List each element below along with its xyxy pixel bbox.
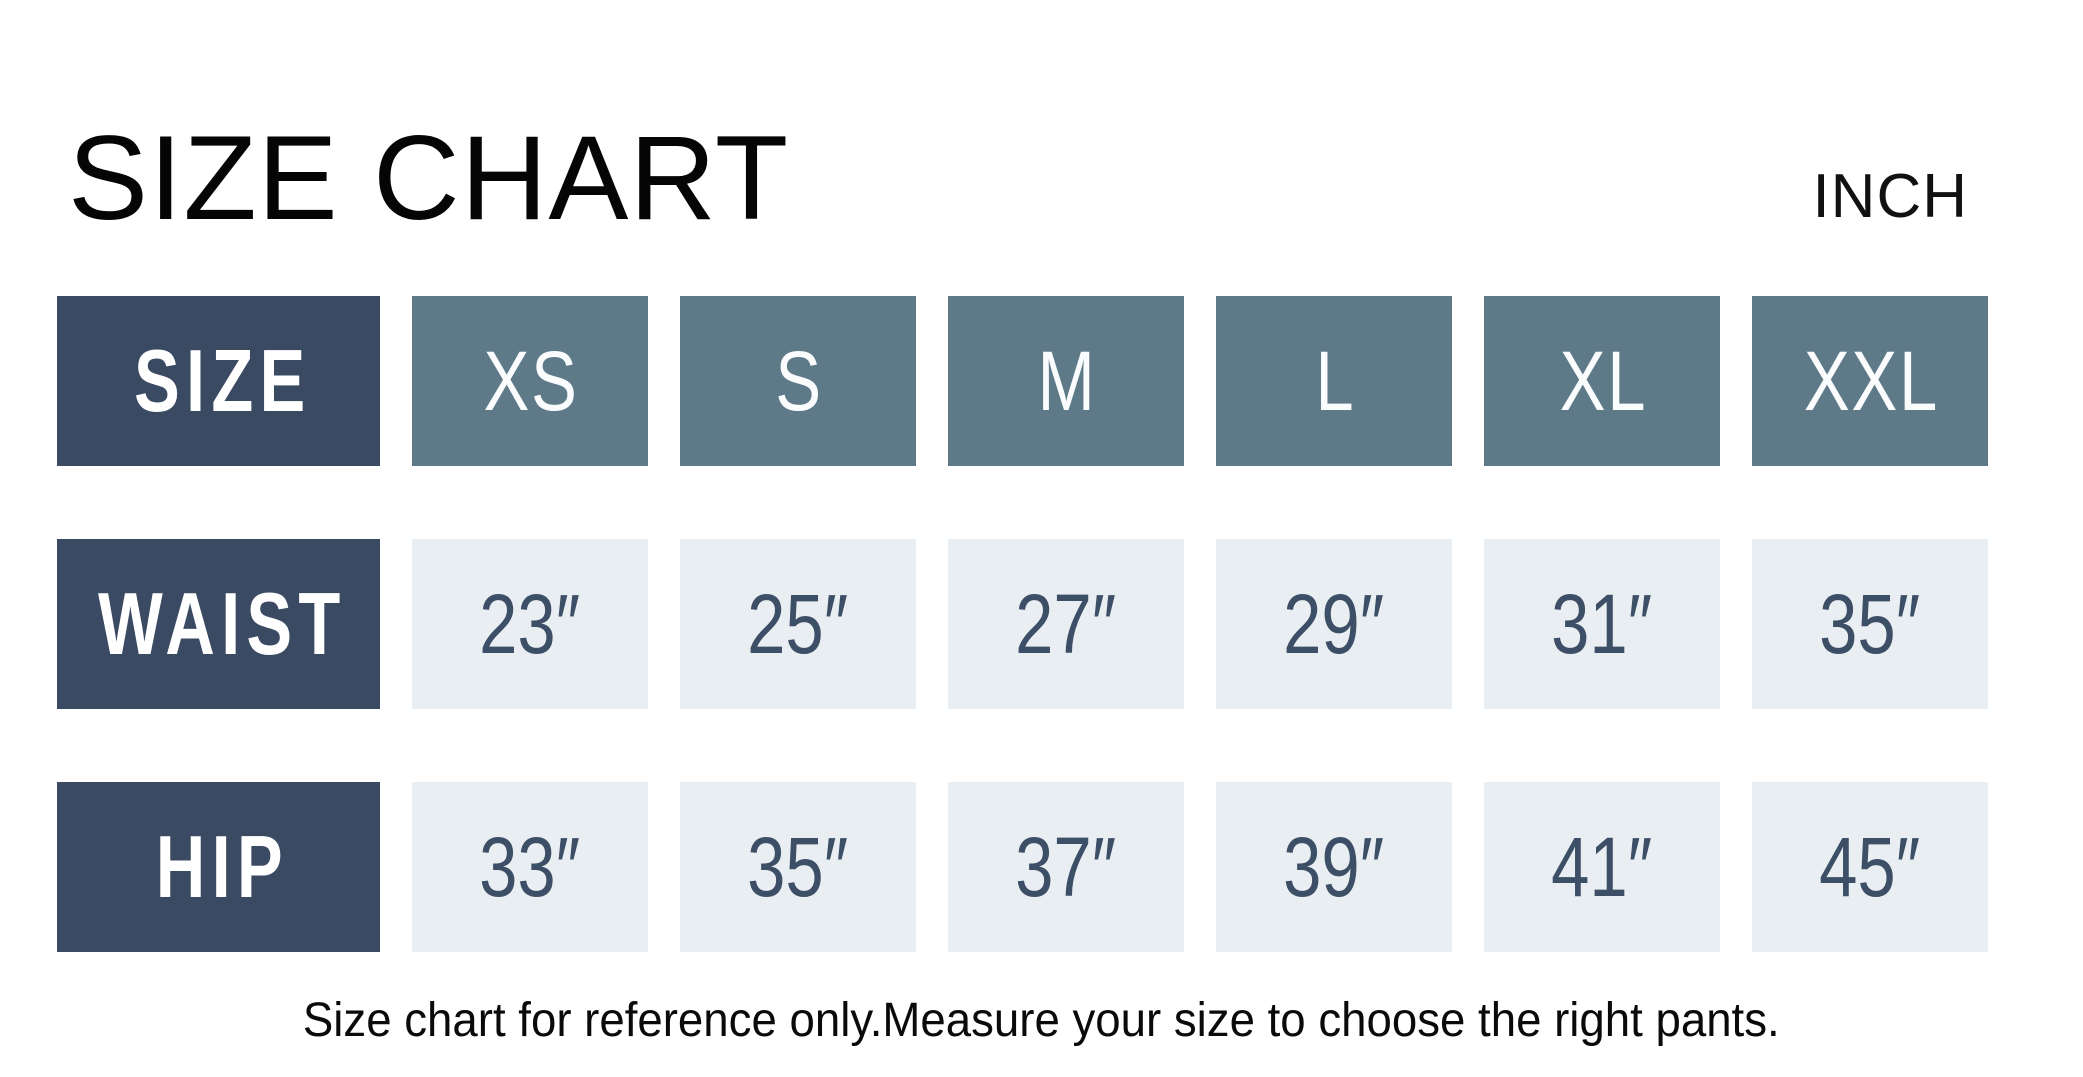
row-label-hip: HIP	[57, 782, 380, 952]
cell-text: 33″	[479, 820, 581, 914]
cell-text: S	[775, 334, 823, 428]
page-title-text: SIZE CHART	[68, 111, 790, 245]
waist-value-xl: 31″	[1484, 539, 1720, 709]
cell-text: XXL	[1803, 334, 1939, 428]
size-column-header: SIZE	[57, 296, 380, 466]
hip-value-xl: 41″	[1484, 782, 1720, 952]
page-title: SIZE CHART	[68, 118, 789, 238]
reference-note-text: Size chart for reference only.Measure yo…	[303, 994, 1780, 1047]
cell-text: M	[1037, 334, 1097, 428]
unit-label-text: INCH	[1812, 162, 1968, 231]
size-header-xs: XS	[412, 296, 648, 466]
hip-value-m: 37″	[948, 782, 1184, 952]
cell-text: 41″	[1551, 820, 1653, 914]
waist-value-m: 27″	[948, 539, 1184, 709]
waist-value-s: 25″	[680, 539, 916, 709]
size-table: SIZE XS S M L XL XXL WAIST 23″ 25″	[57, 296, 1988, 952]
row-label-waist: WAIST	[57, 539, 380, 709]
hip-value-xs: 33″	[412, 782, 648, 952]
waist-value-l: 29″	[1216, 539, 1452, 709]
cell-text: XL	[1559, 334, 1647, 428]
cell-text: 25″	[747, 577, 849, 671]
hip-value-s: 35″	[680, 782, 916, 952]
cell-text: XS	[483, 334, 579, 428]
waist-value-xxl: 35″	[1752, 539, 1988, 709]
size-header-xl: XL	[1484, 296, 1720, 466]
cell-text: 23″	[479, 577, 581, 671]
size-header-m: M	[948, 296, 1184, 466]
cell-text: WAIST	[98, 574, 347, 673]
cell-text: 35″	[1819, 577, 1921, 671]
cell-text: 29″	[1283, 577, 1385, 671]
cell-text: SIZE	[133, 331, 312, 430]
size-header-s: S	[680, 296, 916, 466]
cell-text: L	[1315, 334, 1355, 428]
unit-label: INCH	[1812, 166, 1968, 228]
cell-text: 45″	[1819, 820, 1921, 914]
cell-text: 37″	[1015, 820, 1117, 914]
cell-text: HIP	[155, 817, 290, 916]
cell-text: 31″	[1551, 577, 1653, 671]
reference-note: Size chart for reference only.Measure yo…	[0, 997, 2083, 1045]
hip-value-xxl: 45″	[1752, 782, 1988, 952]
waist-value-xs: 23″	[412, 539, 648, 709]
size-header-l: L	[1216, 296, 1452, 466]
cell-text: 27″	[1015, 577, 1117, 671]
size-header-xxl: XXL	[1752, 296, 1988, 466]
cell-text: 35″	[747, 820, 849, 914]
cell-text: 39″	[1283, 820, 1385, 914]
hip-value-l: 39″	[1216, 782, 1452, 952]
